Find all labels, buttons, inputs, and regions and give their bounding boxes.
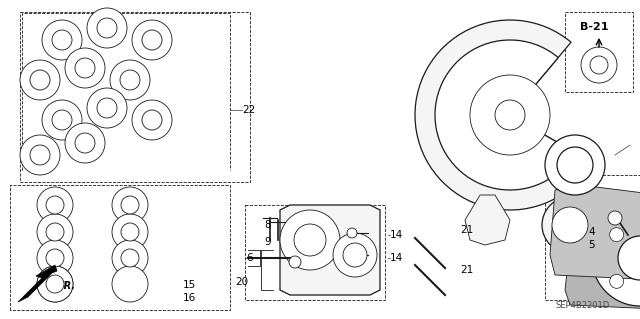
Text: 8: 8 <box>264 220 271 230</box>
Circle shape <box>42 20 82 60</box>
Circle shape <box>581 47 617 83</box>
Circle shape <box>30 70 50 90</box>
Circle shape <box>294 224 326 256</box>
Text: FR.: FR. <box>58 281 76 291</box>
Circle shape <box>608 211 622 225</box>
Circle shape <box>121 223 139 241</box>
Circle shape <box>30 145 50 165</box>
Polygon shape <box>565 240 640 310</box>
Circle shape <box>37 266 73 302</box>
Circle shape <box>592 210 640 306</box>
Text: 5: 5 <box>588 240 595 250</box>
Circle shape <box>590 56 608 74</box>
Circle shape <box>343 243 367 267</box>
Circle shape <box>289 256 301 268</box>
Polygon shape <box>18 265 57 302</box>
Circle shape <box>112 187 148 223</box>
Circle shape <box>347 228 357 238</box>
Circle shape <box>545 135 605 195</box>
Circle shape <box>46 275 64 293</box>
Circle shape <box>112 214 148 250</box>
Circle shape <box>46 249 64 267</box>
Circle shape <box>142 30 162 50</box>
Text: 9: 9 <box>264 237 271 247</box>
Circle shape <box>87 8 127 48</box>
Wedge shape <box>435 40 575 190</box>
Circle shape <box>65 48 105 88</box>
Polygon shape <box>550 185 640 280</box>
Circle shape <box>97 98 117 118</box>
Text: 21: 21 <box>460 265 473 275</box>
Circle shape <box>112 266 148 302</box>
Circle shape <box>280 210 340 270</box>
Circle shape <box>97 18 117 38</box>
Circle shape <box>542 197 598 253</box>
Circle shape <box>610 228 623 242</box>
Text: 22: 22 <box>242 105 255 115</box>
Circle shape <box>37 266 73 302</box>
Text: 20: 20 <box>235 277 248 287</box>
Circle shape <box>618 236 640 280</box>
Circle shape <box>75 133 95 153</box>
Circle shape <box>20 60 60 100</box>
Polygon shape <box>280 205 380 295</box>
Circle shape <box>46 223 64 241</box>
Circle shape <box>52 110 72 130</box>
Circle shape <box>142 110 162 130</box>
Bar <box>545 175 640 300</box>
Polygon shape <box>465 195 510 245</box>
Circle shape <box>120 70 140 90</box>
Wedge shape <box>415 20 592 210</box>
Circle shape <box>37 187 73 223</box>
Bar <box>20 12 250 182</box>
Text: B-21: B-21 <box>580 22 609 32</box>
Text: 6: 6 <box>246 253 253 263</box>
Text: 4: 4 <box>588 227 595 237</box>
Circle shape <box>65 123 105 163</box>
Circle shape <box>42 100 82 140</box>
Circle shape <box>132 20 172 60</box>
Circle shape <box>87 88 127 128</box>
Bar <box>565 12 633 92</box>
Circle shape <box>495 100 525 130</box>
Circle shape <box>52 30 72 50</box>
Text: SEP4B2201D: SEP4B2201D <box>556 301 610 310</box>
Circle shape <box>110 60 150 100</box>
Circle shape <box>75 58 95 78</box>
Circle shape <box>20 135 60 175</box>
Text: 14: 14 <box>390 253 403 263</box>
Circle shape <box>112 240 148 276</box>
Bar <box>245 205 385 300</box>
Circle shape <box>470 75 550 155</box>
Text: 16: 16 <box>183 293 196 303</box>
Circle shape <box>46 196 64 214</box>
Text: 14: 14 <box>390 230 403 240</box>
Text: 15: 15 <box>183 280 196 290</box>
Text: 21: 21 <box>460 225 473 235</box>
Circle shape <box>37 214 73 250</box>
Circle shape <box>37 240 73 276</box>
Circle shape <box>552 207 588 243</box>
Circle shape <box>347 250 357 260</box>
Circle shape <box>121 196 139 214</box>
Circle shape <box>333 233 377 277</box>
Circle shape <box>610 274 623 288</box>
Circle shape <box>121 249 139 267</box>
Circle shape <box>132 100 172 140</box>
Circle shape <box>557 147 593 183</box>
